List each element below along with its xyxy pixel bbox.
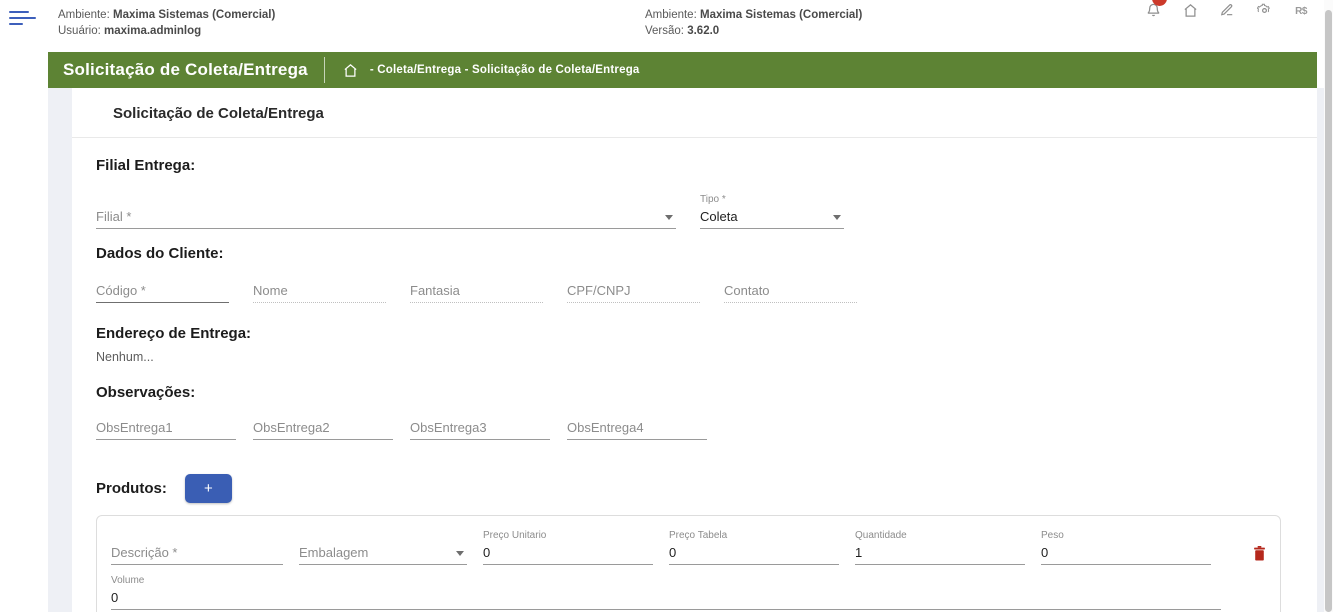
user-value: maxima.adminlog bbox=[104, 25, 202, 37]
version-label: Versão: bbox=[645, 25, 684, 37]
cpf-cnpj-input bbox=[567, 280, 700, 303]
right-gutter bbox=[1317, 88, 1324, 612]
obs-entrega2-input[interactable] bbox=[253, 417, 393, 440]
section-heading-filial: Filial Entrega: bbox=[96, 157, 196, 174]
preco-tabela-field[interactable]: Preço Tabela bbox=[669, 530, 839, 565]
delete-product-button[interactable] bbox=[1253, 546, 1266, 561]
preco-unitario-label: Preço Unitario bbox=[483, 530, 547, 541]
fantasia-input bbox=[410, 280, 543, 303]
form-card: Solicitação de Coleta/Entrega Filial Ent… bbox=[72, 88, 1317, 612]
obs-entrega1-field[interactable] bbox=[96, 417, 236, 440]
quantidade-field[interactable]: Quantidade bbox=[855, 530, 1025, 565]
top-header: Ambiente: Maxima Sistemas (Comercial) Us… bbox=[0, 0, 1333, 52]
header-icon-group: R$ bbox=[1145, 0, 1309, 24]
filial-select[interactable] bbox=[96, 206, 676, 229]
home-icon[interactable] bbox=[1182, 0, 1198, 20]
currency-real-icon[interactable]: R$ bbox=[1295, 5, 1307, 17]
section-heading-cliente: Dados do Cliente: bbox=[96, 245, 224, 262]
settings-gear-icon[interactable] bbox=[1256, 0, 1272, 20]
contato-field bbox=[724, 280, 857, 303]
env-value: Maxima Sistemas (Comercial) bbox=[112, 9, 276, 21]
descricao-input[interactable] bbox=[111, 542, 283, 565]
section-heading-produtos: Produtos: bbox=[96, 480, 167, 497]
form-title: Solicitação de Coleta/Entrega bbox=[72, 88, 1317, 138]
preco-tabela-label: Preço Tabela bbox=[669, 530, 728, 541]
volume-input[interactable] bbox=[111, 587, 1221, 610]
vertical-scrollbar[interactable] bbox=[1324, 0, 1333, 612]
peso-input[interactable] bbox=[1041, 542, 1211, 565]
descricao-field[interactable] bbox=[111, 542, 283, 565]
breadcrumb: - Coleta/Entrega - Solicitação de Coleta… bbox=[369, 64, 640, 76]
obs-entrega4-field[interactable] bbox=[567, 417, 707, 440]
chevron-down-icon bbox=[833, 215, 841, 220]
trash-icon bbox=[1254, 546, 1265, 561]
section-heading-endereco: Endereço de Entrega: bbox=[96, 325, 252, 342]
obs-entrega1-input[interactable] bbox=[96, 417, 236, 440]
endereco-empty-text: Nenhum... bbox=[96, 350, 154, 364]
left-gutter bbox=[48, 88, 72, 612]
menu-hamburger-icon[interactable] bbox=[9, 11, 37, 27]
titlebar-divider bbox=[323, 57, 325, 83]
nome-input bbox=[253, 280, 386, 303]
tipo-select[interactable]: Tipo * bbox=[700, 194, 844, 229]
product-row-card: Preço Unitario Preço Tabela Quantidade P… bbox=[96, 515, 1281, 612]
quantidade-input[interactable] bbox=[855, 542, 1025, 565]
tipo-label: Tipo * bbox=[700, 194, 726, 205]
cpf-cnpj-field bbox=[567, 280, 700, 303]
filial-select-input[interactable] bbox=[96, 206, 676, 229]
obs-entrega3-input[interactable] bbox=[410, 417, 550, 440]
volume-label: Volume bbox=[111, 575, 145, 586]
contato-input bbox=[724, 280, 857, 303]
embalagem-select-input[interactable] bbox=[299, 542, 467, 565]
page-titlebar: Solicitação de Coleta/Entrega - Coleta/E… bbox=[48, 52, 1317, 88]
peso-field[interactable]: Peso bbox=[1041, 530, 1211, 565]
env-label: Ambiente: bbox=[58, 9, 110, 21]
embalagem-select[interactable] bbox=[299, 542, 467, 565]
notification-badge bbox=[1152, 0, 1167, 6]
codigo-input[interactable] bbox=[96, 280, 229, 303]
codigo-field[interactable] bbox=[96, 280, 229, 303]
quantidade-label: Quantidade bbox=[855, 530, 907, 541]
preco-unitario-input[interactable] bbox=[483, 542, 653, 565]
env-value: Maxima Sistemas (Comercial) bbox=[699, 9, 863, 21]
user-label: Usuário: bbox=[58, 25, 101, 37]
nome-field bbox=[253, 280, 386, 303]
preco-unitario-field[interactable]: Preço Unitario bbox=[483, 530, 653, 565]
preco-tabela-input[interactable] bbox=[669, 542, 839, 565]
edit-pencil-icon[interactable] bbox=[1219, 0, 1235, 20]
tipo-select-input[interactable] bbox=[700, 206, 844, 229]
environment-info-left: Ambiente: Maxima Sistemas (Comercial) Us… bbox=[58, 7, 275, 39]
peso-label: Peso bbox=[1041, 530, 1064, 541]
breadcrumb-home-icon[interactable] bbox=[343, 63, 358, 78]
notifications-bell-icon[interactable] bbox=[1145, 0, 1167, 20]
env-label: Ambiente: bbox=[645, 9, 697, 21]
version-value: 3.62.0 bbox=[687, 25, 720, 37]
volume-field[interactable]: Volume bbox=[111, 575, 1221, 610]
chevron-down-icon bbox=[665, 215, 673, 220]
page-title: Solicitação de Coleta/Entrega bbox=[63, 60, 308, 79]
obs-entrega4-input[interactable] bbox=[567, 417, 707, 440]
obs-entrega3-field[interactable] bbox=[410, 417, 550, 440]
section-heading-observacoes: Observações: bbox=[96, 384, 196, 401]
scrollbar-thumb[interactable] bbox=[1325, 10, 1332, 612]
environment-info-center: Ambiente: Maxima Sistemas (Comercial) Ve… bbox=[645, 7, 862, 39]
fantasia-field bbox=[410, 280, 543, 303]
chevron-down-icon bbox=[456, 551, 464, 556]
add-product-button[interactable]: + bbox=[184, 474, 232, 503]
obs-entrega2-field[interactable] bbox=[253, 417, 393, 440]
